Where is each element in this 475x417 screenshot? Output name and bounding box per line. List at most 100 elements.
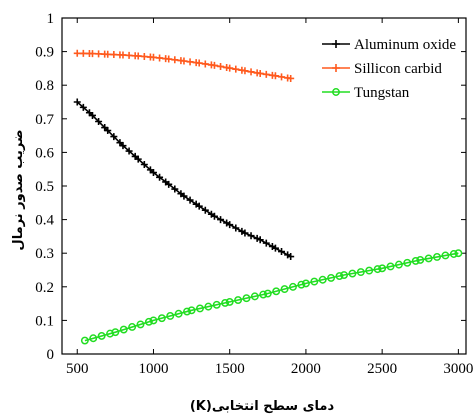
data-point [378,264,387,273]
data-point [110,133,118,141]
data-point [232,65,240,73]
data-point [263,289,272,298]
data-point [225,297,234,306]
y-tick-label: 0.3 [35,246,54,262]
legend-label: Sillicon carbid [354,61,442,77]
data-point [424,254,433,263]
data-point [201,60,209,68]
data-point [356,268,365,277]
data-point [111,328,120,337]
y-tick-label: 0.1 [35,313,54,329]
y-tick-label: 1 [47,11,55,27]
legend-marker [332,64,340,72]
data-point [287,253,295,261]
data-point [278,248,286,256]
x-tick-label: 3000 [443,361,473,377]
legend-marker [332,88,340,96]
data-point [386,262,395,271]
data-point [241,229,249,237]
data-point [433,253,441,261]
x-tick-label: 500 [66,361,89,377]
data-point [104,127,112,135]
data-point [195,202,203,210]
y-axis-label: ضریب صدور نرمال [11,129,26,250]
y-tick-label: 0.7 [35,112,54,128]
data-point [80,336,89,345]
data-point [256,69,264,77]
data-point [232,224,240,232]
data-point [250,292,259,301]
data-point [234,296,243,305]
data-point [140,53,148,61]
data-point [125,51,133,59]
data-point [365,266,374,275]
data-point [335,272,344,280]
data-point [441,251,450,260]
data-point [340,271,348,279]
data-point [156,173,164,181]
data-point [221,298,230,307]
data-point [180,192,188,200]
data-point [262,239,270,247]
data-point [125,147,133,155]
data-point [318,275,327,284]
data-point [166,312,175,320]
legend-marker [332,40,340,48]
data-point [289,282,297,291]
data-point [217,216,225,224]
data-point [226,64,234,72]
y-tick-label: 0.2 [35,280,54,296]
legend-label: Aluminum oxide [354,37,456,53]
data-point [140,160,148,168]
x-axis-label: دمای سطح انتخابی(K) [190,399,335,414]
data-point [226,221,234,229]
data-point [171,185,179,193]
data-point [157,314,166,323]
data-point [119,325,128,334]
data-point [297,280,306,289]
data-point [134,52,142,60]
data-point [136,320,145,329]
data-point [73,98,81,106]
y-tick-label: 0.4 [35,213,54,229]
data-point [144,317,153,326]
data-point [210,212,218,220]
data-point [212,300,221,309]
data-point [165,55,173,63]
data-point [171,56,179,64]
data-point [259,290,268,299]
data-point [97,331,106,340]
data-point [73,49,81,57]
data-point [156,54,164,62]
data-point [165,180,173,188]
data-point [348,269,357,278]
data-point [104,50,112,58]
data-point [174,309,183,318]
data-point [180,57,188,65]
data-point [88,111,96,119]
data-point [403,258,412,267]
data-point [79,103,87,111]
data-point [242,294,251,303]
data-point [247,232,255,240]
data-point [119,142,127,150]
data-point [186,196,194,204]
data-point [149,53,157,61]
data-point [416,255,425,264]
data-point [287,74,295,82]
data-point [201,206,209,214]
x-tick-label: 1000 [138,361,168,377]
x-tick-label: 2500 [367,361,397,377]
y-tick-label: 0.5 [35,179,54,195]
y-tick-label: 0.8 [35,78,54,94]
data-point [210,61,218,69]
data-point [95,50,103,58]
y-tick-label: 0.6 [35,145,54,161]
data-point [301,279,310,288]
data-point [247,68,255,76]
data-point [373,265,382,274]
plot-layer: 500 1000 1500 2000 2500 3000 0 0.1 0.2 0.3 0.4 0.5 0… [35,11,473,377]
data-point [196,304,204,313]
data-point [280,285,289,294]
